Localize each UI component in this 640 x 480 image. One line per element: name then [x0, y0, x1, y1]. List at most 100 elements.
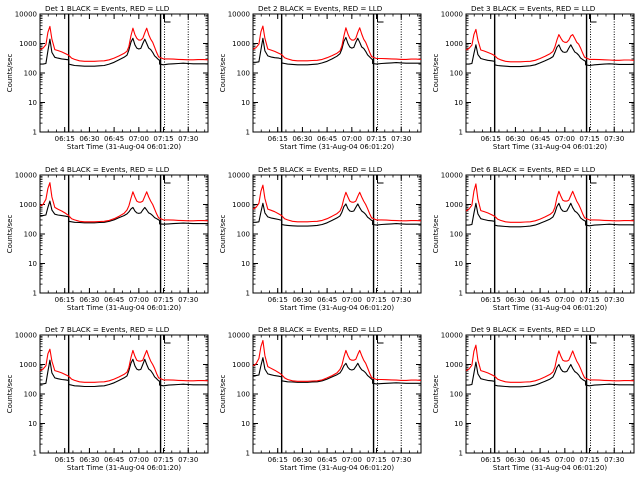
- x-tick-label: 06:45: [317, 296, 337, 304]
- y-tick-label: 1000: [445, 40, 463, 48]
- x-tick-label: 06:45: [317, 456, 337, 464]
- y-tick-label: 1: [33, 290, 37, 298]
- x-tick-label: 06:45: [530, 456, 550, 464]
- y-tick-label: 100: [24, 391, 37, 399]
- y-tick-label: 1000: [232, 40, 250, 48]
- y-tick-label: 10000: [15, 11, 37, 19]
- series-line-events: [40, 358, 208, 388]
- bracket-mark: [377, 335, 384, 344]
- y-tick-label: 100: [237, 70, 250, 78]
- plot-frame: [465, 334, 635, 454]
- x-axis-label: Start Time (31-Aug-04 06:01:20): [280, 304, 394, 312]
- chart-panel-8: Det 8 BLACK = Events, RED = LLD 1 10 100 100…: [219, 325, 422, 472]
- y-tick-label: 1000: [19, 201, 37, 209]
- plot-frame: [39, 13, 209, 133]
- y-tick-label: 1: [246, 450, 250, 458]
- x-tick-label: 07:15: [579, 296, 599, 304]
- series-line-lld: [39, 348, 209, 383]
- y-tick-label: 10: [241, 260, 250, 268]
- chart-panel-5: Det 5 BLACK = Events, RED = LLD 1 10 100 100…: [219, 165, 422, 312]
- x-tick-label: 06:30: [505, 456, 525, 464]
- x-tick-label: 06:15: [481, 135, 501, 143]
- x-axis-label: Start Time (31-Aug-04 06:01:20): [67, 464, 181, 472]
- x-tick-label: 07:15: [579, 135, 599, 143]
- series-line-events: [253, 357, 421, 385]
- y-tick-label: 100: [450, 391, 463, 399]
- y-tick-label: 10000: [228, 11, 250, 19]
- x-tick-label: 07:15: [153, 296, 173, 304]
- y-tick-label: 1000: [445, 201, 463, 209]
- series-line-lld: [39, 182, 209, 223]
- series-line-lld: [252, 25, 422, 62]
- chart-title: Det 6 BLACK = Events, RED = LLD: [471, 165, 596, 174]
- y-tick-label: 1: [246, 290, 250, 298]
- series-line-events: [253, 36, 421, 66]
- x-tick-label: 06:45: [104, 296, 124, 304]
- chart-panel-4: Det 4 BLACK = Events, RED = LLD 1 10 100 100…: [6, 165, 209, 312]
- bracket-mark: [164, 335, 171, 344]
- chart-panel-6: Det 6 BLACK = Events, RED = LLD 1 10 100 100…: [432, 165, 635, 312]
- x-axis-label: Start Time (31-Aug-04 06:01:20): [67, 143, 181, 151]
- y-tick-label: 10000: [441, 332, 463, 340]
- y-tick-label: 1: [459, 450, 463, 458]
- x-tick-label: 07:30: [604, 135, 624, 143]
- y-tick-label: 10000: [15, 332, 37, 340]
- x-tick-label: 07:15: [579, 456, 599, 464]
- y-tick-label: 100: [450, 70, 463, 78]
- y-axis-label: Counts/sec: [432, 375, 440, 414]
- y-tick-label: 1: [459, 290, 463, 298]
- x-tick-label: 07:00: [129, 135, 149, 143]
- bracket-mark: [590, 175, 597, 184]
- x-tick-label: 07:15: [153, 456, 173, 464]
- y-tick-label: 10: [28, 99, 37, 107]
- x-axis-label: Start Time (31-Aug-04 06:01:20): [280, 143, 394, 151]
- x-tick-label: 06:30: [292, 135, 312, 143]
- x-tick-label: 07:00: [342, 456, 362, 464]
- x-tick-label: 07:30: [604, 456, 624, 464]
- y-tick-label: 100: [24, 70, 37, 78]
- series-line-events: [40, 200, 208, 225]
- plot-frame: [252, 174, 422, 294]
- chart-title: Det 8 BLACK = Events, RED = LLD: [258, 325, 383, 334]
- x-tick-label: 07:00: [342, 135, 362, 143]
- x-tick-label: 06:15: [55, 456, 75, 464]
- y-tick-label: 100: [24, 231, 37, 239]
- y-tick-label: 10000: [441, 11, 463, 19]
- chart-title: Det 4 BLACK = Events, RED = LLD: [45, 165, 170, 174]
- series-line-lld: [465, 183, 635, 223]
- plot-frame: [465, 174, 635, 294]
- y-axis-label: Counts/sec: [219, 215, 227, 254]
- x-tick-label: 06:30: [505, 296, 525, 304]
- y-tick-label: 10000: [228, 172, 250, 180]
- plot-frame: [252, 13, 422, 133]
- chart-panel-9: Det 9 BLACK = Events, RED = LLD 1 10 100 100…: [432, 325, 635, 472]
- series-line-events: [40, 37, 208, 67]
- y-tick-label: 100: [450, 231, 463, 239]
- plot-frame: [39, 174, 209, 294]
- x-tick-label: 07:30: [178, 135, 198, 143]
- chart-panel-2: Det 2 BLACK = Events, RED = LLD 1 10 100 100…: [219, 4, 422, 151]
- series-line-lld: [39, 25, 209, 62]
- y-axis-label: Counts/sec: [6, 375, 14, 414]
- x-tick-label: 07:30: [178, 296, 198, 304]
- y-tick-label: 1: [459, 129, 463, 137]
- x-tick-label: 07:30: [391, 135, 411, 143]
- x-tick-label: 07:00: [129, 296, 149, 304]
- x-tick-label: 07:00: [555, 456, 575, 464]
- x-tick-label: 06:15: [55, 135, 75, 143]
- x-tick-label: 07:30: [391, 456, 411, 464]
- x-tick-label: 06:30: [79, 296, 99, 304]
- y-tick-label: 100: [237, 231, 250, 239]
- y-tick-label: 10: [241, 99, 250, 107]
- x-tick-label: 07:15: [366, 456, 386, 464]
- y-tick-label: 1000: [19, 361, 37, 369]
- x-tick-label: 07:30: [178, 456, 198, 464]
- x-axis-label: Start Time (31-Aug-04 06:01:20): [67, 304, 181, 312]
- x-tick-label: 07:00: [129, 456, 149, 464]
- x-tick-label: 07:00: [555, 296, 575, 304]
- bracket-mark: [377, 14, 384, 23]
- series-line-lld: [252, 339, 422, 382]
- y-tick-label: 10000: [228, 332, 250, 340]
- y-axis-label: Counts/sec: [432, 54, 440, 93]
